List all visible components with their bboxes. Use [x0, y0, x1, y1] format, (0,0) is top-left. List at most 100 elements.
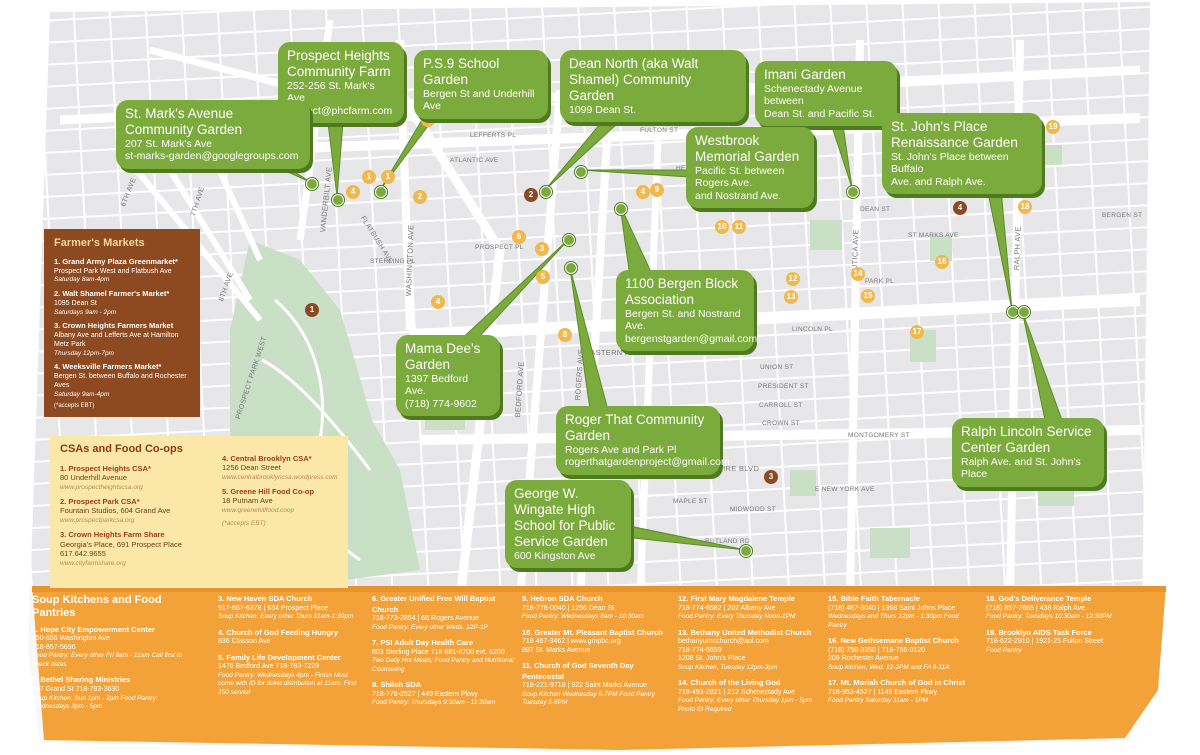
- garden-callout-mamadee: Mama Dee's Garden 1397 Bedford Ave. (718…: [396, 335, 500, 416]
- soup-col-6: 15. Bible Faith Tabernacle (718) 467-3040…: [828, 594, 978, 712]
- garden-pin-phcf[interactable]: [332, 194, 344, 206]
- soup-col-3: 6. Greater Unified Free Will Baptist Chu…: [372, 594, 517, 714]
- farmers-markets-title: Farmer's Markets: [54, 237, 145, 249]
- csa-col-right: 4. Central Brooklyn CSA* 1256 Dean Street…: [222, 454, 342, 528]
- pantry-marker: 16: [935, 255, 949, 269]
- garden-detail: Bergen St. and Nostrand Ave.: [625, 307, 741, 333]
- garden-detail: Ave. and Ralph Ave.: [891, 175, 986, 188]
- garden-detail: 1099 Dean St.: [569, 103, 637, 116]
- market-marker: 1: [305, 303, 319, 317]
- garden-title: St. Mark's Avenue Community Garden: [125, 106, 243, 137]
- pantry-item: 14. Church of the Living God 718-493-2821…: [678, 678, 813, 713]
- garden-callout-ps9: P.S.9 School Garden Bergen St and Underh…: [414, 50, 548, 119]
- market-item: 3. Crown Heights Farmers Market Albany A…: [54, 321, 179, 357]
- garden-pin-ps9[interactable]: [375, 186, 387, 198]
- street-lincoln: LINCOLN PL: [792, 326, 833, 333]
- pantry-marker: 6: [512, 230, 526, 244]
- csa-note: (*accepts EBT): [222, 520, 266, 528]
- garden-detail: 600 Kingston Ave: [514, 549, 596, 562]
- csa-marker: 4: [636, 185, 650, 199]
- garden-detail: Rogers Ave and Park Pl: [565, 443, 677, 456]
- street-sterling: STERLING PL: [370, 258, 416, 265]
- pantry-item: 11. Church of God Seventh Day Pentecosta…: [522, 661, 655, 707]
- street-empire: EMPIRE BLVD: [706, 464, 760, 473]
- csa-item: 5. Greene Hill Food Co-op 18 Putnam Ave ww…: [222, 487, 315, 515]
- csa-marker: 1: [362, 170, 376, 184]
- garden-title: St. John's Place Renaissance Garden: [891, 119, 1018, 150]
- pantry-item: 19. Brooklyn AIDS Task Force 718-622-2910…: [986, 627, 1104, 654]
- pantry-marker: 18: [1018, 200, 1032, 214]
- garden-detail: rogerthatgardenproject@gmail.com: [565, 456, 730, 469]
- csa-item: 3. Crown Heights Farm Share Georgia's Pla…: [60, 530, 182, 567]
- street-enewyork: E NEW YORK AVE: [815, 486, 875, 493]
- csa-title: CSAs and Food Co-ops: [60, 443, 183, 455]
- street-maple: MAPLE ST: [673, 498, 708, 505]
- pantry-item: 9. Hebron SDA Church 718-778-0040 | 1256 …: [522, 594, 644, 621]
- street-fulton: FULTON ST: [640, 127, 679, 134]
- market-item: 2. Walt Shamel Farmer's Market* 1095 Dea…: [54, 289, 170, 316]
- street-crown: CROWN ST: [762, 420, 800, 427]
- garden-detail: 207 St. Mark's Ave: [125, 137, 213, 150]
- pantry-item: 1. Hope City Empowerment Center 650-656 W…: [32, 624, 183, 668]
- pantry-marker: 17: [910, 325, 924, 339]
- pantry-item: 4. Church of God Feeding Hungry 836 Class…: [218, 627, 338, 646]
- pantry-item: 6. Greater Unified Free Will Baptist Chu…: [372, 594, 496, 631]
- garden-detail: (718) 774-9602: [405, 397, 477, 410]
- garden-detail: Bergen St and Underhill Ave: [423, 87, 535, 113]
- pantry-marker: 9: [650, 183, 664, 197]
- garden-title: P.S.9 School Garden: [423, 56, 500, 87]
- csa-marker: 2: [413, 190, 427, 204]
- pantry-item: 3. New Haven SDA Church 917-667-6378 | 63…: [218, 594, 354, 621]
- garden-callout-ralph: Ralph Lincoln Service Center Garden Ralp…: [952, 418, 1104, 487]
- street-president: PRESIDENT ST: [758, 383, 809, 390]
- pantry-item: 13. Bethany United Methodist Church betha…: [678, 627, 812, 671]
- garden-pin-wingate[interactable]: [740, 545, 752, 557]
- garden-callout-stjohns: St. John's Place Renaissance Garden St. …: [882, 113, 1042, 194]
- pantry-marker: 5: [536, 270, 550, 284]
- garden-title: George W. Wingate High School for Public…: [514, 486, 616, 549]
- garden-pin-dean[interactable]: [540, 186, 552, 198]
- street-dean: DEAN ST: [860, 206, 891, 213]
- csa-marker: 1: [381, 170, 395, 184]
- garden-title: 1100 Bergen Block Association: [625, 276, 739, 307]
- pantry-item: 7. PSI Adult Day Health Care 803 Sterling…: [372, 638, 514, 673]
- market-marker: 3: [764, 470, 778, 484]
- soup-title: Soup Kitchens and Food Pantries: [32, 594, 162, 620]
- garden-pin-mamadee[interactable]: [563, 234, 575, 246]
- csa-marker: 4: [346, 185, 360, 199]
- garden-detail: St. John's Place between Buffalo: [891, 150, 1009, 176]
- pantry-item: 8. Shiloh SDA 718-778-2527 | 449 Eastern …: [372, 680, 496, 707]
- pantry-item: 2. Bethel Sharing Ministries 457 Grand St…: [32, 675, 158, 711]
- garden-pin-ralph[interactable]: [1018, 306, 1030, 318]
- food-pantry-band: [32, 586, 1166, 750]
- pantry-marker: 11: [732, 220, 746, 234]
- garden-pin-bergen[interactable]: [615, 203, 627, 215]
- garden-detail: Pacific St. between Rogers Ave.: [695, 164, 785, 190]
- garden-pin-rogerthat[interactable]: [565, 262, 577, 274]
- pantry-item: 15. Bible Faith Tabernacle (718) 467-3040…: [828, 594, 959, 629]
- csa-item: 4. Central Brooklyn CSA* 1256 Dean Street…: [222, 454, 338, 482]
- csa-item: 2. Prospect Park CSA* Fountain Studios, 6…: [60, 497, 171, 525]
- garden-pin-imani[interactable]: [847, 186, 859, 198]
- garden-title: Dean North (aka Walt Shamel) Community G…: [569, 56, 699, 103]
- pantry-marker: 12: [786, 272, 800, 286]
- garden-pin-westbrook[interactable]: [575, 166, 587, 178]
- garden-detail: contact@phcfarm.com: [287, 104, 393, 117]
- pantry-item: 5. Family Life Development Center 1476 Be…: [218, 652, 357, 696]
- street-atlantic: ATLANTIC AVE: [450, 157, 499, 164]
- pantry-marker: 13: [784, 290, 798, 304]
- street-midwood: MIDWOOD ST: [730, 506, 776, 513]
- soup-col-1: Soup Kitchens and Food Pantries 1. Hope …: [32, 594, 192, 718]
- pantry-item: 12. First Mary Magdalene Temple 718-774-6…: [678, 594, 796, 621]
- csa-panel: CSAs and Food Co-ops 1. Prospect Heights…: [50, 436, 348, 588]
- pantry-marker: 4: [431, 295, 445, 309]
- garden-title: Westbrook Memorial Garden: [695, 133, 800, 164]
- pantry-marker: 8: [558, 328, 572, 342]
- csa-item: 1. Prospect Heights CSA* 80 Underhill Ave…: [60, 464, 151, 492]
- garden-callout-bergen: 1100 Bergen Block Association Bergen St.…: [616, 270, 757, 351]
- pantry-item: 17. Mt. Moriah Church of God in Christ 71…: [828, 678, 966, 705]
- garden-pin-stmarks[interactable]: [306, 178, 318, 190]
- csa-col-left: 1. Prospect Heights CSA* 80 Underhill Ave…: [60, 464, 210, 573]
- pantry-item: 18. God's Deliverance Temple (718) 857-76…: [986, 594, 1112, 621]
